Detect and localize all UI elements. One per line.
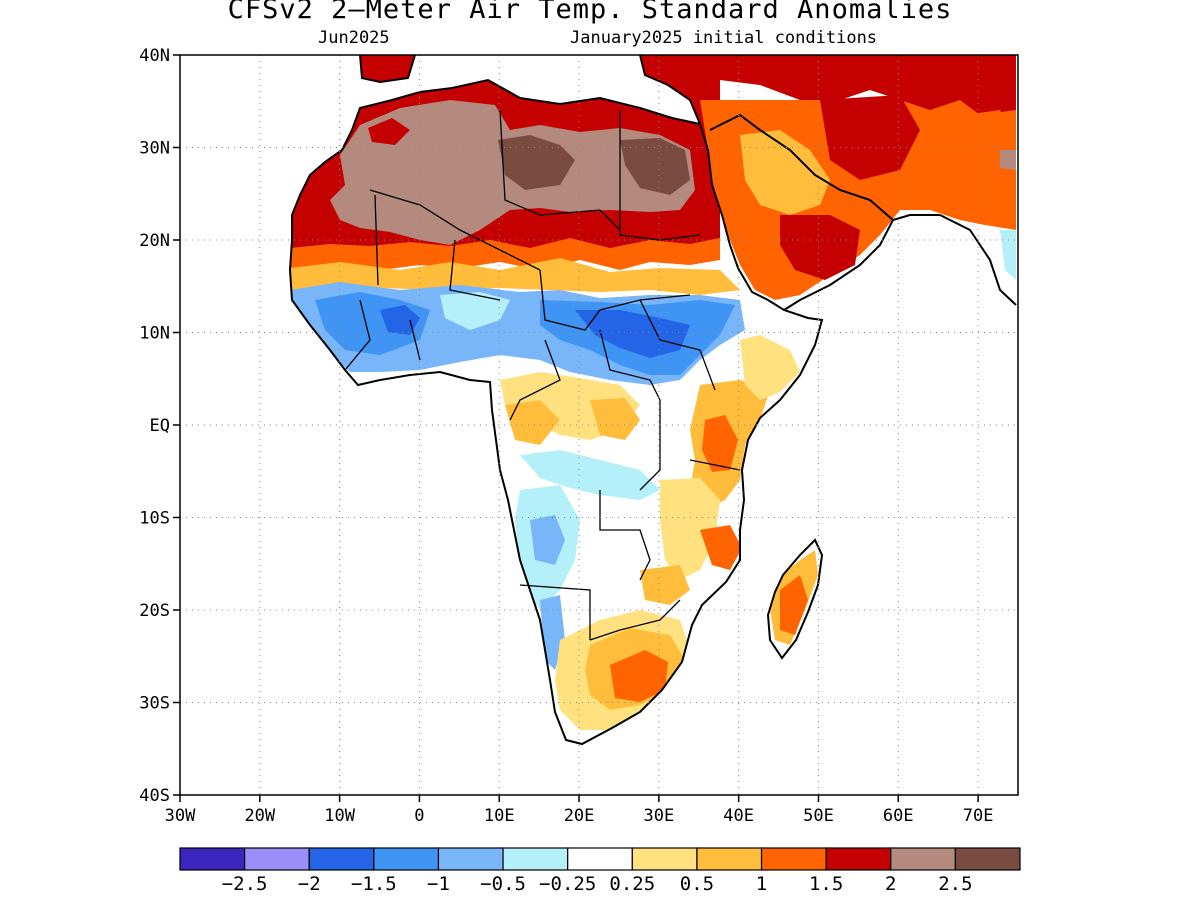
colorbar-swatch <box>373 847 440 871</box>
lat-tick-label: EQ <box>150 416 170 436</box>
coastlines <box>288 54 1017 746</box>
colorbar-label: −0.5 <box>480 873 526 895</box>
colorbar-swatch <box>437 847 504 871</box>
lon-tick-label: 0 <box>414 806 424 826</box>
colorbar-swatch <box>244 847 310 871</box>
colorbar-label: 1 <box>756 873 767 895</box>
colorbar-swatch <box>890 847 956 871</box>
colorbar-label: −1 <box>427 873 450 895</box>
colorbar-swatch <box>954 847 1021 871</box>
colorbar-label: 0.25 <box>609 873 655 895</box>
colorbar-label: −2 <box>298 873 321 895</box>
colorbar-swatch <box>631 847 698 871</box>
colorbar-label: −0.25 <box>539 873 596 895</box>
lat-tick-label: 10S <box>139 509 170 529</box>
colorbar-label: −2.5 <box>222 873 268 895</box>
colorbar-swatch <box>502 847 569 871</box>
colorbar-swatch <box>308 847 375 871</box>
colorbar-label: −1.5 <box>351 873 397 895</box>
lon-tick-label: 30E <box>643 806 674 826</box>
initial-conditions-label: January2025 initial conditions <box>570 28 878 48</box>
colorbar-swatch <box>179 847 246 871</box>
lon-tick-label: 20W <box>244 806 275 826</box>
forecast-month-label: Jun2025 <box>318 28 390 48</box>
colorbar-label: 2.5 <box>938 873 972 895</box>
lat-tick-label: 10N <box>139 324 170 344</box>
lat-tick-label: 20S <box>139 601 170 621</box>
lon-tick-label: 30W <box>165 806 196 826</box>
lat-tick-label: 30N <box>139 139 170 159</box>
lon-tick-label: 50E <box>803 806 834 826</box>
colorbar-swatch <box>567 847 633 871</box>
lon-tick-label: 60E <box>883 806 914 826</box>
colorbar-label: 0.5 <box>680 873 714 895</box>
lon-tick-label: 40E <box>723 806 754 826</box>
colorbar-label: 1.5 <box>809 873 843 895</box>
lat-tick-label: 40N <box>139 46 170 66</box>
country-borders <box>344 109 741 641</box>
longitude-labels: 30W 20W 10W 0 10E 20E 30E 40E 50E 60E 70E <box>165 795 994 826</box>
lon-tick-label: 70E <box>963 806 994 826</box>
latitude-labels: 40N 30N 20N 10N EQ 10S 20S 30S 40S <box>139 46 180 806</box>
lat-tick-label: 40S <box>139 786 170 806</box>
colorbar-swatch <box>825 847 892 871</box>
lat-tick-label: 30S <box>139 694 170 714</box>
lon-tick-label: 10E <box>484 806 515 826</box>
colorbar-swatch <box>760 847 827 871</box>
colorbar-swatch <box>696 847 763 871</box>
map-title: CFSv2 2–Meter Air Temp. Standard Anomali… <box>227 0 953 25</box>
lon-tick-label: 10W <box>324 806 355 826</box>
lat-tick-label: 20N <box>139 231 170 251</box>
lon-tick-label: 20E <box>564 806 595 826</box>
colorbar-label: 2 <box>885 873 896 895</box>
colorbar: −2.5 −2 −1.5 −1 −0.5 −0.25 0.25 0.5 1 1.5 2 2.5 <box>179 847 1021 895</box>
